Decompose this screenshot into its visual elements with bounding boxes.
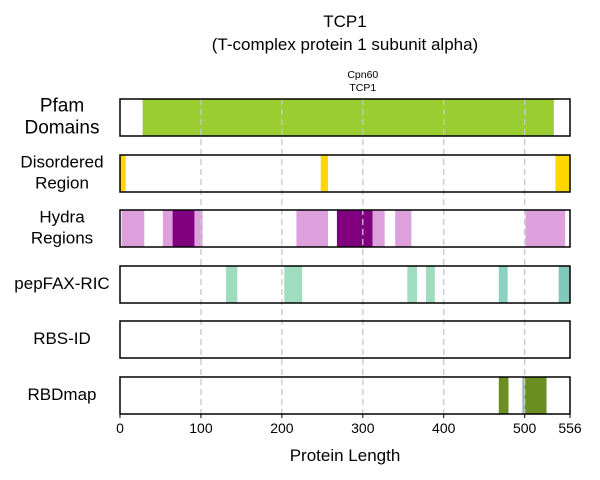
track-segment (407, 266, 418, 303)
track-segment (142, 99, 554, 136)
track-segment (296, 210, 329, 247)
track-segment (120, 155, 126, 192)
track-label: Hydra (39, 207, 85, 226)
x-tick-label: 556 (558, 420, 582, 436)
track-segment (498, 377, 509, 414)
track-segment (194, 210, 203, 247)
track-segment (320, 155, 329, 192)
track-segment (336, 210, 373, 247)
track-segment (395, 210, 412, 247)
track: Disordered Region (20, 152, 570, 192)
x-axis-label: Protein Length (290, 446, 401, 465)
x-tick-label: 400 (432, 420, 456, 436)
track-label: pepFAX-RIC (14, 274, 109, 293)
track-segment (172, 210, 195, 247)
track-segment (555, 155, 570, 192)
track-segment (524, 377, 547, 414)
track-label: Domains (25, 118, 100, 139)
track-frame (119, 376, 571, 415)
track-label: RBS-ID (33, 329, 91, 348)
track-segment (284, 266, 303, 303)
track-background (120, 266, 570, 303)
grid-lines (200, 99, 526, 414)
x-tick-label: 0 (116, 420, 124, 436)
x-axis: 0 100 200 300 400 500 556 (116, 414, 582, 436)
x-tick-label: 200 (270, 420, 294, 436)
track-frame (119, 209, 571, 248)
track-borders (119, 98, 571, 415)
annotation-line: Cpn60 (347, 69, 378, 81)
track-segment (372, 210, 385, 247)
track: pepFAX-RIC (14, 266, 570, 303)
annotation-line: TCP1 (349, 82, 376, 94)
track-label: Region (35, 173, 89, 192)
chart-title: TCP1 (323, 12, 366, 31)
track-segment (522, 377, 525, 414)
track-frame (119, 265, 571, 304)
chart-subtitle: (T-complex protein 1 subunit alpha) (212, 35, 478, 54)
track-segment (162, 210, 173, 247)
x-tick-label: 500 (513, 420, 537, 436)
track-segment (425, 266, 435, 303)
x-tick-label: 300 (351, 420, 375, 436)
track-label: RBDmap (28, 385, 97, 404)
track-segment (525, 210, 566, 247)
track-segment (226, 266, 238, 303)
x-tick-label: 100 (189, 420, 213, 436)
track: RBDmap (28, 377, 570, 414)
track-frame (119, 154, 571, 193)
track-background (120, 321, 570, 358)
track-label: Pfam (40, 96, 84, 117)
track-segment (498, 266, 508, 303)
track-segment (121, 210, 145, 247)
track-segment (558, 266, 570, 303)
track: RBS-ID (33, 321, 570, 358)
track-background (120, 155, 570, 192)
track: Hydra Regions (31, 207, 570, 247)
track-frame (119, 98, 571, 137)
track-background (120, 377, 570, 414)
track-frame (119, 320, 571, 359)
track-label: Regions (31, 228, 93, 247)
track-label: Disordered (20, 152, 103, 171)
